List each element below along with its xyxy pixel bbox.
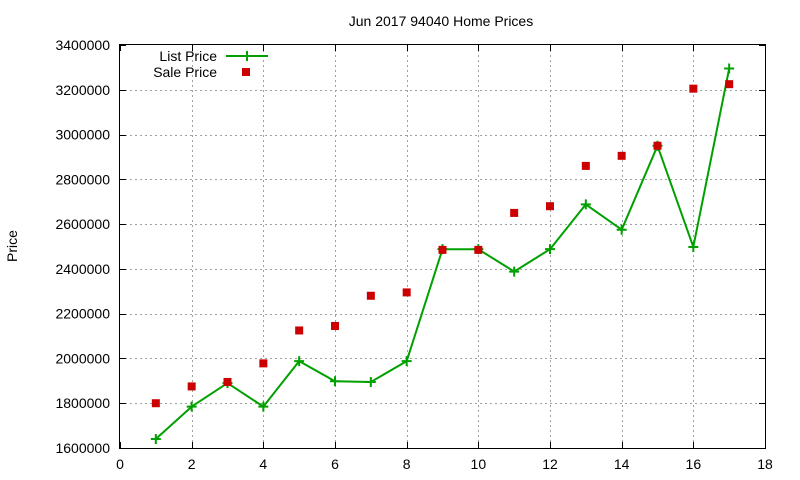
y-tick-label: 2400000: [55, 261, 110, 277]
list-price-point: [258, 401, 269, 412]
x-tick-label: 10: [471, 456, 487, 472]
sale-price-point: [438, 245, 447, 254]
list-price-point: [186, 401, 197, 412]
list-price-point: [616, 224, 627, 235]
y-tick-label: 2600000: [55, 216, 110, 232]
chart-title: Jun 2017 94040 Home Prices: [349, 13, 533, 29]
sale-price-point: [295, 326, 304, 335]
x-tick-label: 2: [188, 456, 196, 472]
list-price-point: [509, 266, 520, 277]
sale-price-point: [223, 377, 232, 386]
sale-price-point: [725, 80, 734, 89]
y-tick-label: 2200000: [55, 306, 110, 322]
x-tick-label: 0: [116, 456, 124, 472]
sale-price-point: [510, 208, 519, 217]
sale-price-point: [259, 359, 268, 368]
list-price-point: [150, 434, 161, 445]
x-tick-label: 16: [686, 456, 702, 472]
x-tick-label: 18: [757, 456, 773, 472]
sale-price-point: [689, 84, 698, 93]
x-tick-label: 4: [259, 456, 267, 472]
list-price-point: [545, 244, 555, 255]
x-tick-label: 14: [614, 456, 630, 472]
y-tick-label: 2000000: [55, 350, 110, 366]
sale-price-point: [151, 399, 160, 408]
y-tick-label: 3200000: [55, 82, 110, 98]
list-price-point: [401, 356, 412, 367]
list-price-point: [365, 376, 376, 387]
axis-ticks: [120, 45, 766, 449]
plot-border: [119, 44, 766, 449]
x-tick-labels: 0 2 4 6 8 10 12 14 16 18: [116, 456, 773, 472]
legend-marker-sale-price: [242, 68, 250, 76]
legend: List Price Sale Price: [153, 48, 268, 80]
sale-price-point: [474, 245, 483, 254]
sale-price-point: [366, 291, 375, 300]
sale-price-point: [402, 288, 411, 297]
list-price-point: [688, 241, 699, 252]
y-tick-labels: 1600000 1800000 2000000 2200000 2400000 26000…: [55, 37, 110, 456]
y-tick-label: 1600000: [55, 440, 110, 456]
x-tick-label: 6: [331, 456, 339, 472]
list-price-point: [294, 356, 305, 367]
y-tick-label: 3000000: [55, 127, 110, 143]
sale-price-point: [617, 151, 626, 160]
sale-price-point: [581, 161, 590, 170]
list-price-point: [580, 199, 591, 210]
sale-price-point: [331, 321, 339, 330]
sale-price-point: [546, 202, 554, 211]
legend-marker-list-price: [242, 51, 252, 61]
y-tick-label: 3400000: [55, 37, 110, 53]
y-axis-label: Price: [4, 230, 20, 262]
list-price-point: [330, 376, 340, 387]
x-tick-label: 8: [403, 456, 411, 472]
legend-label-list-price: List Price: [159, 48, 217, 64]
legend-label-sale-price: Sale Price: [153, 64, 217, 80]
list-price-point: [724, 63, 735, 74]
y-tick-label: 2800000: [55, 171, 110, 187]
y-tick-label: 1800000: [55, 395, 110, 411]
sale-price-point: [653, 141, 662, 150]
sale-price-point: [187, 382, 196, 391]
data-series: [150, 63, 735, 445]
x-tick-label: 12: [542, 456, 558, 472]
